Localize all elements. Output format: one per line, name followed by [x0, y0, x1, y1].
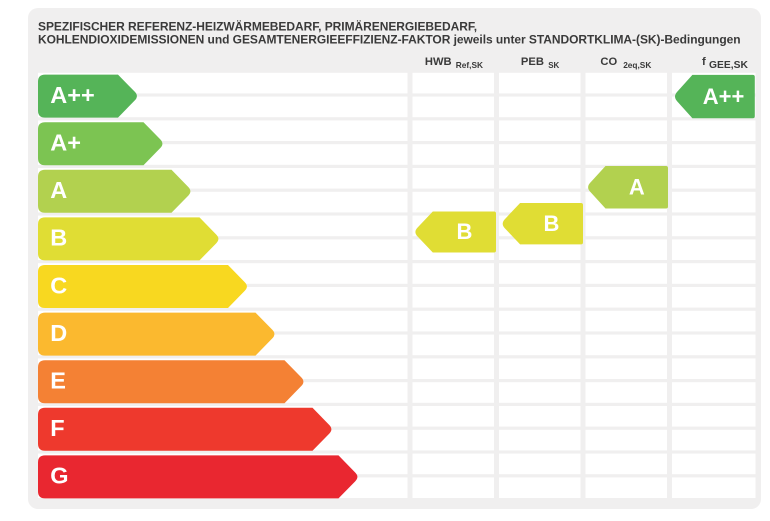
svg-text:SPEZIFISCHER REFERENZ-HEIZWÄRM: SPEZIFISCHER REFERENZ-HEIZWÄRMEBEDARF, P… [38, 19, 477, 34]
svg-text:f: f [702, 56, 706, 68]
svg-text:Ref,SK: Ref,SK [456, 60, 483, 70]
svg-text:2eq,SK: 2eq,SK [623, 60, 651, 70]
svg-text:SK: SK [548, 61, 559, 70]
svg-text:C: C [50, 272, 67, 298]
svg-text:CO: CO [600, 56, 617, 68]
svg-text:A: A [50, 177, 67, 203]
svg-text:F: F [50, 415, 64, 441]
svg-text:A+: A+ [50, 130, 81, 156]
svg-text:A++: A++ [703, 84, 745, 109]
svg-text:GEE,SK: GEE,SK [709, 60, 748, 71]
svg-text:D: D [50, 320, 67, 346]
svg-text:G: G [50, 463, 68, 489]
svg-text:B: B [544, 211, 560, 236]
svg-text:A++: A++ [50, 82, 94, 108]
svg-text:PEB: PEB [521, 56, 544, 68]
svg-text:HWB: HWB [425, 56, 452, 68]
svg-text:E: E [50, 368, 66, 394]
svg-text:B: B [50, 225, 67, 251]
svg-text:KOHLENDIOXIDEMISSIONEN und GES: KOHLENDIOXIDEMISSIONEN und GESAMTENERGIE… [38, 33, 741, 47]
svg-text:A: A [629, 174, 645, 199]
svg-text:B: B [456, 219, 472, 244]
